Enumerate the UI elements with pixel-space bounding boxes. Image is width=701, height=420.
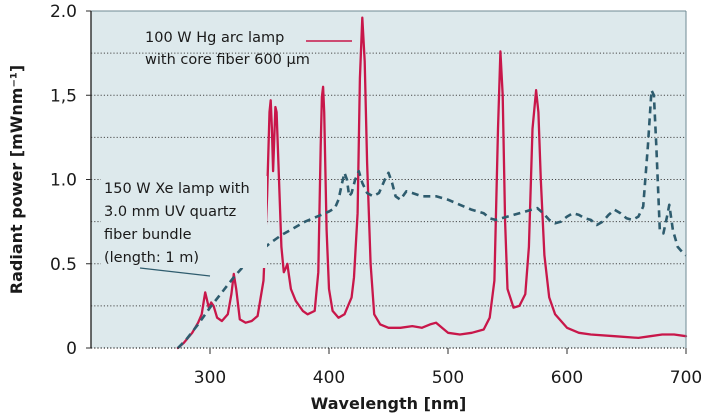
xe-lamp-label-background xyxy=(101,176,267,268)
series-line-hg-lamp xyxy=(176,16,688,350)
xe-lamp-label-line: 150 W Xe lamp with xyxy=(104,181,250,197)
x-tick-label: 300 xyxy=(194,368,226,388)
xe-lamp-label: 150 W Xe lamp with 3.0 mm UV quartz fiber … xyxy=(104,181,250,266)
y-axis-title: Radiant power [mWnm⁻¹] xyxy=(7,65,26,294)
annotations-layer: 100 W Hg arc lamp with core fiber 600 µm1… xyxy=(101,30,352,277)
y-tick-label: 0 xyxy=(66,339,77,359)
y-tick-label: 2.0 xyxy=(50,2,77,22)
y-tick-label: 1,5 xyxy=(50,86,77,106)
hg-lamp-label-line: with core fiber 600 µm xyxy=(145,52,310,68)
xe-lamp-label-line: 3.0 mm UV quartz xyxy=(104,204,236,220)
x-axis-title: Wavelength [nm] xyxy=(311,394,467,413)
y-tick-label: 1.0 xyxy=(50,171,77,191)
xe-lamp-label-line: fiber bundle xyxy=(104,227,192,243)
x-tick-label: 500 xyxy=(432,368,464,388)
series-layer xyxy=(176,16,688,350)
hg-lamp-label-line: 100 W Hg arc lamp xyxy=(145,30,284,46)
x-tick-label: 600 xyxy=(551,368,583,388)
hg-lamp-label: 100 W Hg arc lamp with core fiber 600 µm xyxy=(145,30,310,68)
y-tick-label: 0.5 xyxy=(50,255,77,275)
x-tick-label: 700 xyxy=(670,368,701,388)
axes-layer: 0 0.5 1.0 1,5 2.0 300 400 500 600 700 Wavelength [… xyxy=(7,2,701,413)
x-tick-label: 400 xyxy=(313,368,345,388)
xe-lamp-leader-line xyxy=(139,267,211,277)
xe-lamp-label-line: (length: 1 m) xyxy=(104,250,199,266)
